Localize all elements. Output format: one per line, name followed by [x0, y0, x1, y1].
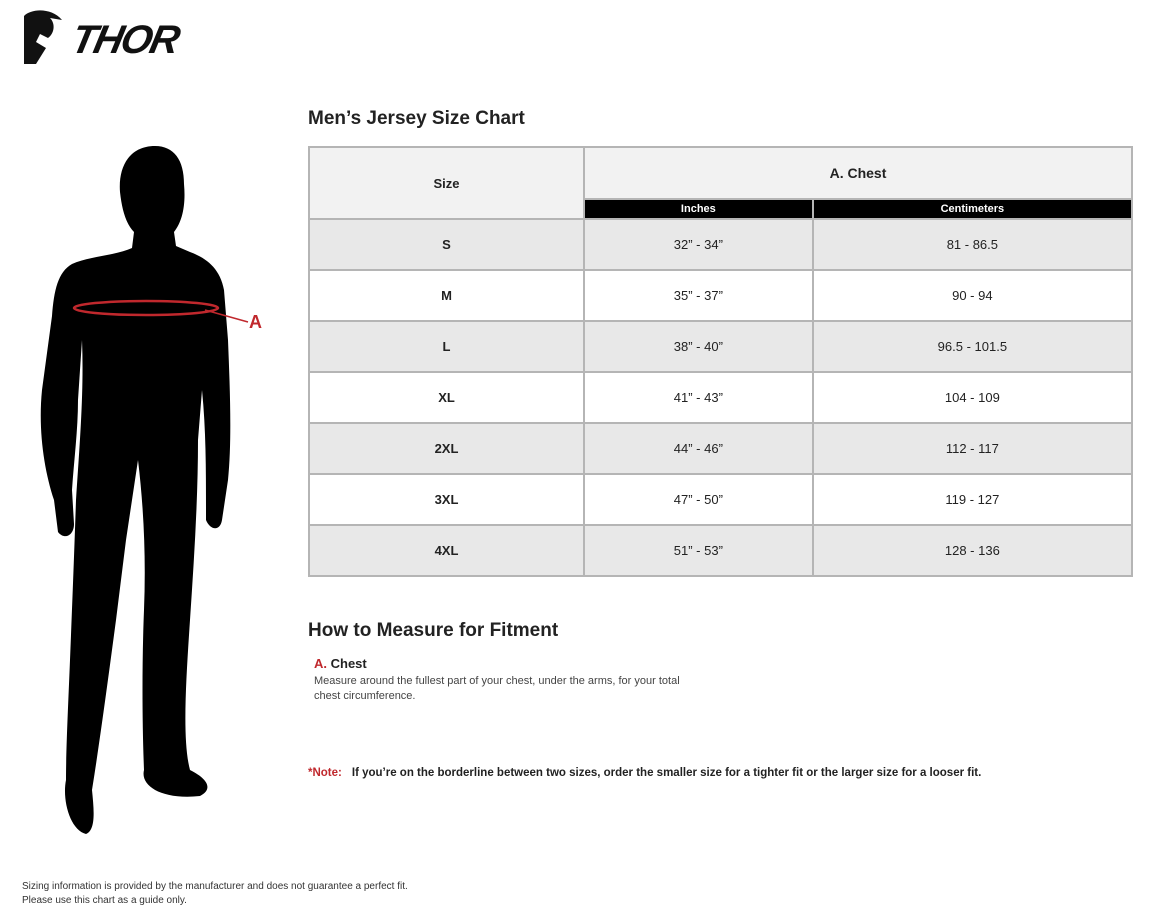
inches-cell: 41” - 43” — [583, 371, 814, 424]
table-row: XL 41” - 43” 104 - 109 — [308, 371, 1134, 424]
footer-disclaimer: Sizing information is provided by the ma… — [22, 880, 408, 908]
header-inches: Inches — [583, 197, 814, 221]
table-row: S 32” - 34” 81 - 86.5 — [308, 218, 1134, 271]
marker-label: A — [249, 312, 262, 332]
measure-item-heading: A. Chest — [314, 656, 367, 671]
inches-cell: 38” - 40” — [583, 320, 814, 373]
table-row: L 38” - 40” 96.5 - 101.5 — [308, 320, 1134, 373]
measure-name: Chest — [330, 656, 367, 671]
size-cell: M — [308, 269, 585, 322]
size-cell: 4XL — [308, 524, 585, 577]
header-centimeters: Centimeters — [811, 197, 1134, 221]
cm-cell: 96.5 - 101.5 — [811, 320, 1134, 373]
measure-title: How to Measure for Fitment — [308, 620, 559, 641]
inches-cell: 35” - 37” — [583, 269, 814, 322]
thor-logo: THOR — [22, 8, 194, 66]
size-cell: XL — [308, 371, 585, 424]
helmet-logo-icon — [24, 10, 62, 64]
note-text: If you’re on the borderline between two … — [351, 767, 982, 779]
size-cell: S — [308, 218, 585, 271]
cm-cell: 104 - 109 — [811, 371, 1134, 424]
table-row: 2XL 44” - 46” 112 - 117 — [308, 422, 1134, 475]
header-size: Size — [308, 146, 585, 220]
cm-cell: 81 - 86.5 — [811, 218, 1134, 271]
measure-description: Measure around the fullest part of your … — [314, 675, 680, 702]
size-cell: L — [308, 320, 585, 373]
chest-measure-line — [72, 299, 220, 317]
note: *Note: If you’re on the borderline betwee… — [308, 767, 981, 779]
measure-letter: A. — [314, 656, 327, 671]
table-row: 4XL 51” - 53” 128 - 136 — [308, 524, 1134, 577]
table-row: 3XL 47” - 50” 119 - 127 — [308, 473, 1134, 526]
body-silhouette: A — [40, 146, 262, 834]
inches-cell: 47” - 50” — [583, 473, 814, 526]
table-row: M 35” - 37” 90 - 94 — [308, 269, 1134, 322]
cm-cell: 90 - 94 — [811, 269, 1134, 322]
note-label: *Note: — [308, 767, 342, 779]
inches-cell: 51” - 53” — [583, 524, 814, 577]
chart-title: Men’s Jersey Size Chart — [308, 108, 525, 129]
cm-cell: 119 - 127 — [811, 473, 1134, 526]
inches-cell: 44” - 46” — [583, 422, 814, 475]
cm-cell: 128 - 136 — [811, 524, 1134, 577]
footer-line-1: Sizing information is provided by the ma… — [22, 881, 408, 892]
inches-cell: 32” - 34” — [583, 218, 814, 271]
header-chest: A. Chest — [583, 146, 1133, 200]
cm-cell: 112 - 117 — [811, 422, 1134, 475]
size-cell: 3XL — [308, 473, 585, 526]
footer-line-2: Please use this chart as a guide only. — [22, 895, 187, 906]
logo-wordmark: THOR — [67, 18, 183, 62]
size-table: Size A. Chest Inches Centimeters S 32” - … — [308, 146, 1134, 577]
size-cell: 2XL — [308, 422, 585, 475]
